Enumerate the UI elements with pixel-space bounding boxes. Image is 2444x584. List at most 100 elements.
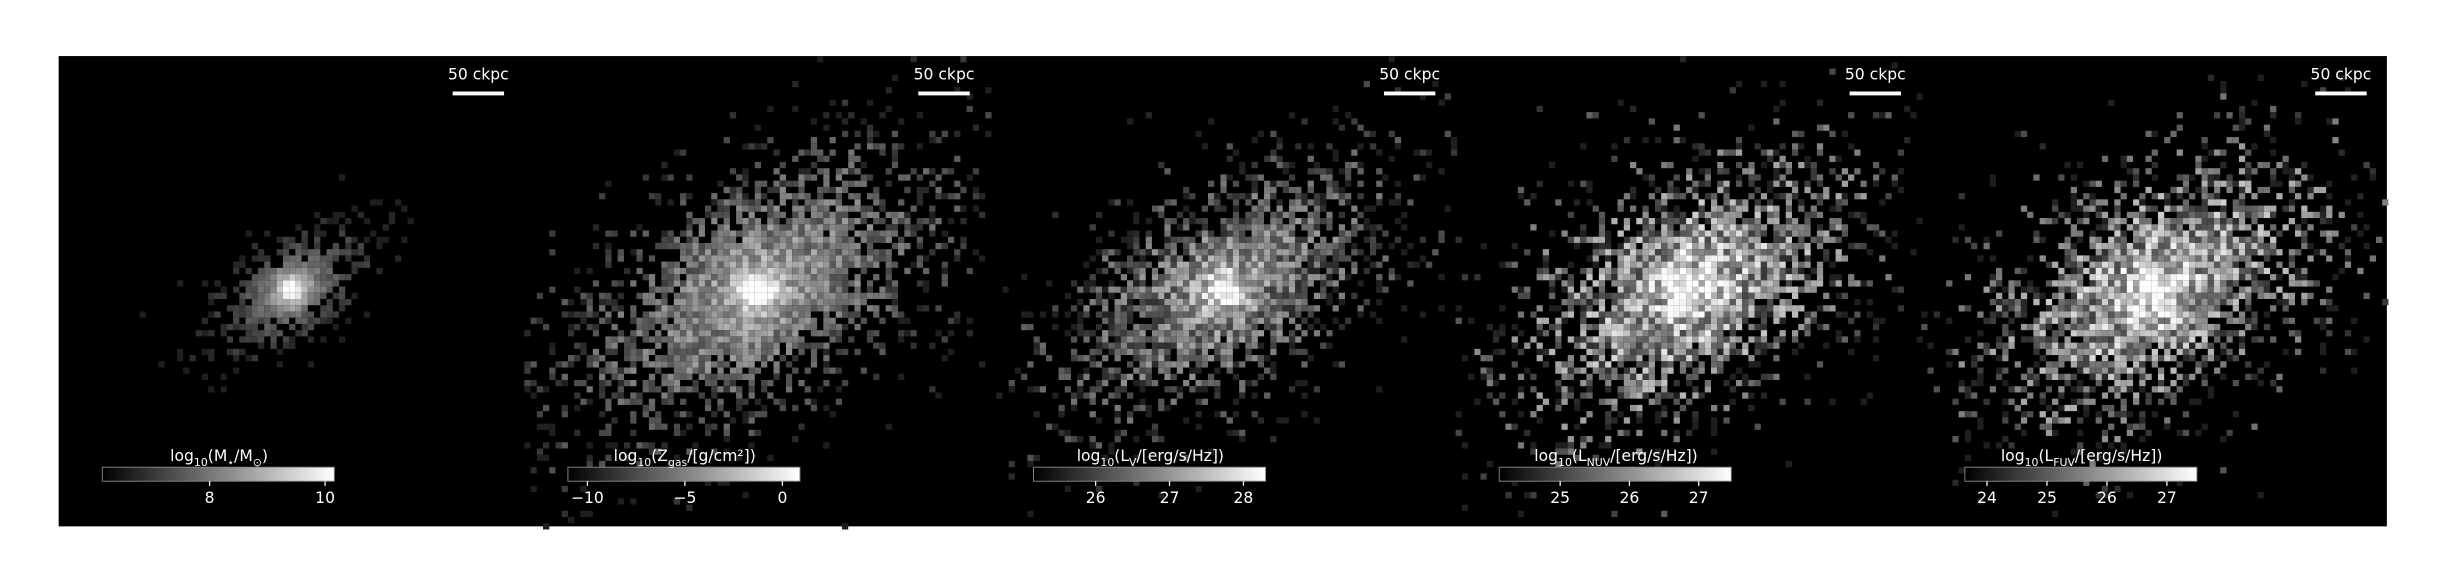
galaxy-pixel [1580,330,1587,337]
galaxy-pixel [1089,386,1096,393]
galaxy-pixel [1413,149,1420,156]
galaxy-pixel [2226,242,2233,250]
galaxy-pixel [1648,236,1655,243]
galaxy-pixel [1276,199,1283,206]
galaxy-pixel [1176,311,1184,318]
galaxy-pixel [1207,292,1215,300]
galaxy-pixel [1592,311,1599,318]
galaxy-pixel [748,274,755,281]
galaxy-pixel [1307,199,1314,206]
galaxy-pixel [1326,242,1333,250]
galaxy-pixel [1151,342,1159,349]
galaxy-pixel [1195,130,1202,138]
galaxy-pixel [1742,280,1749,287]
galaxy-pixel [1232,249,1240,256]
galaxy-pixel [1388,130,1395,138]
galaxy-pixel [1698,323,1705,331]
galaxy-pixel [798,193,805,200]
galaxy-pixel [1636,404,1643,412]
galaxy-pixel [1363,267,1370,275]
galaxy-pixel [1151,361,1159,368]
galaxy-pixel [338,305,346,312]
galaxy-pixel [276,267,283,275]
galaxy-pixel [748,411,755,418]
galaxy-pixel [1220,355,1227,362]
galaxy-pixel [667,379,674,387]
galaxy-pixel [817,330,824,337]
galaxy-pixel [2319,218,2327,225]
galaxy-pixel [1679,193,1687,200]
galaxy-pixel [810,330,818,337]
galaxy-pixel [1704,261,1712,268]
galaxy-pixel [879,218,886,225]
galaxy-pixel [1226,292,1233,300]
galaxy-pixel [264,280,271,287]
galaxy-pixel [1754,274,1761,281]
galaxy-pixel [605,442,612,449]
galaxy-pixel [2145,249,2152,256]
galaxy-pixel [1711,224,1718,231]
galaxy-pixel [698,255,705,262]
galaxy-pixel [2214,186,2221,194]
galaxy-pixel [1301,411,1308,418]
colorbar-label: log10(Zgas/[g/cm²]) [614,447,756,469]
galaxy-pixel [736,218,743,225]
galaxy-pixel [314,317,321,324]
galaxy-pixel [1095,336,1103,343]
colorbar-label-part: V [1129,456,1137,469]
galaxy-pixel [1326,261,1333,268]
galaxy-pixel [1667,224,1674,231]
galaxy-pixel [1257,280,1265,287]
galaxy-pixel [320,280,327,287]
galaxy-pixel [748,255,755,262]
galaxy-pixel [1767,292,1774,300]
galaxy-pixel [742,299,749,306]
galaxy-pixel [1879,255,1886,262]
galaxy-pixel [1686,330,1693,337]
galaxy-pixel [1388,56,1395,63]
galaxy-pixel [1295,249,1302,256]
galaxy-pixel [1704,299,1712,306]
galaxy-pixel [711,230,718,237]
galaxy-pixel [1480,473,1487,480]
galaxy-pixel [1288,236,1296,243]
galaxy-pixel [1667,211,1674,219]
galaxy-pixel [1686,398,1693,405]
galaxy-pixel [860,174,867,181]
galaxy-pixel [630,367,637,374]
galaxy-pixel [1767,286,1774,293]
galaxy-pixel [201,348,209,356]
galaxy-pixel [655,199,662,206]
galaxy-pixel [2089,193,2096,200]
galaxy-pixel [1773,218,1780,225]
galaxy-pixel [972,168,980,175]
galaxy-pixel [1748,311,1755,318]
galaxy-pixel [742,193,749,200]
galaxy-pixel [1189,367,1196,374]
galaxy-pixel [1648,242,1655,250]
galaxy-pixel [1841,224,1849,231]
galaxy-pixel [810,199,818,206]
galaxy-pixel [1207,242,1215,250]
galaxy-pixel [1673,193,1680,200]
galaxy-pixel [798,149,805,156]
galaxy-pixel [1673,379,1680,387]
galaxy-pixel [605,249,612,256]
galaxy-pixel [282,242,290,250]
galaxy-pixel [1027,454,1034,461]
galaxy-pixel [1270,305,1277,312]
galaxy-pixel [282,311,290,318]
galaxy-pixel [2076,230,2084,237]
galaxy-pixel [1654,330,1662,337]
galaxy-pixel [1748,305,1755,312]
galaxy-pixel [1145,112,1152,119]
galaxy-pixel [748,280,755,287]
galaxy-pixel [326,311,333,318]
galaxy-pixel [2295,249,2302,256]
galaxy-pixel [320,267,327,275]
galaxy-pixel [742,168,749,175]
galaxy-pixel [916,174,923,181]
galaxy-pixel [1598,299,1606,306]
galaxy-pixel [804,149,811,156]
galaxy-pixel [1754,143,1761,150]
